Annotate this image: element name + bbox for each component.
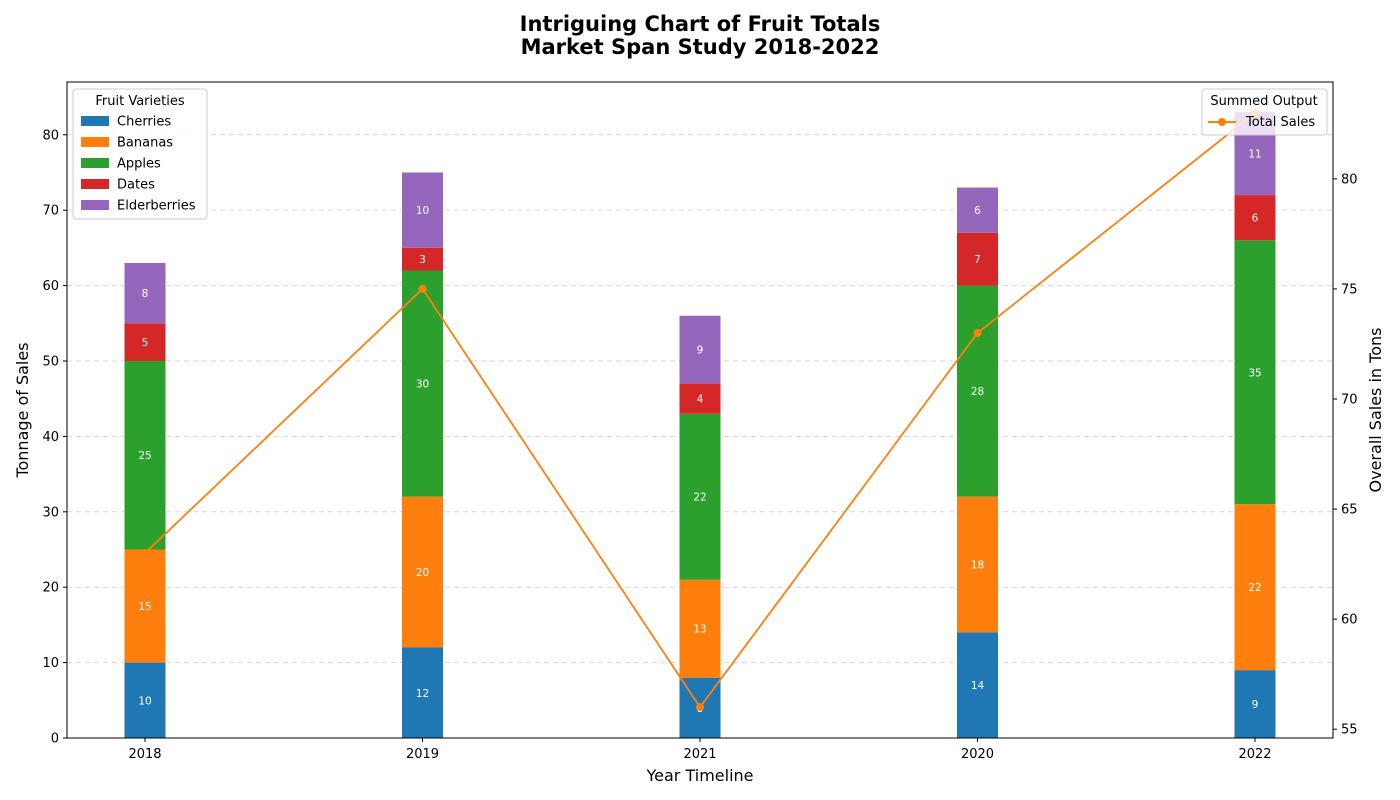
bar-bananas bbox=[402, 496, 443, 648]
data-label-dates: 4 bbox=[697, 394, 704, 406]
x-tick-label: 2020 bbox=[961, 747, 994, 762]
y-tick-label: 70 bbox=[42, 204, 59, 219]
legend-summed-output: Summed Output Total Sales bbox=[1201, 88, 1328, 136]
y2-tick-label: 65 bbox=[1341, 503, 1358, 518]
x-axis-label: Year Timeline bbox=[646, 766, 754, 785]
bar-apples bbox=[957, 285, 998, 497]
data-label-bananas: 18 bbox=[971, 560, 984, 572]
y-tick-label: 80 bbox=[42, 128, 59, 143]
bar-bananas bbox=[1234, 504, 1276, 671]
y2-tick-label: 75 bbox=[1341, 282, 1358, 297]
y-tick-label: 50 bbox=[42, 354, 59, 369]
data-label-elderberries: 9 bbox=[697, 345, 704, 357]
bar-apples bbox=[679, 413, 721, 580]
y-tick-label: 60 bbox=[42, 279, 59, 294]
y2-tick-label: 60 bbox=[1341, 613, 1358, 628]
legend-label-cherries: Cherries bbox=[117, 115, 171, 130]
bar-dates bbox=[957, 232, 998, 286]
y-tick-label: 0 bbox=[51, 732, 59, 747]
data-label-elderberries: 11 bbox=[1248, 149, 1261, 161]
y-tick-label: 20 bbox=[42, 581, 59, 596]
data-label-apples: 22 bbox=[693, 492, 706, 504]
data-label-dates: 5 bbox=[142, 337, 149, 349]
chart-title-line-1: Intriguing Chart of Fruit Totals bbox=[520, 12, 881, 36]
data-label-bananas: 20 bbox=[416, 567, 429, 579]
data-label-apples: 30 bbox=[416, 379, 429, 391]
data-label-cherries: 12 bbox=[416, 688, 429, 700]
total-sales-point bbox=[141, 549, 149, 558]
data-label-apples: 28 bbox=[971, 386, 984, 398]
legend-right-title: Summed Output bbox=[1210, 94, 1317, 109]
chart-title-line-2: Market Span Study 2018-2022 bbox=[521, 35, 880, 59]
bar-cherries bbox=[1234, 670, 1276, 738]
bar-apples bbox=[1234, 240, 1276, 505]
data-label-elderberries: 10 bbox=[416, 205, 429, 217]
legend-swatch-bananas bbox=[81, 137, 109, 147]
data-label-dates: 7 bbox=[974, 254, 981, 266]
bar-elderberries bbox=[957, 187, 998, 233]
bar-cherries bbox=[402, 647, 443, 738]
total-sales-point bbox=[696, 703, 704, 712]
legend-swatch-apples bbox=[81, 158, 109, 168]
legend-swatch-cherries bbox=[81, 116, 109, 126]
legend-swatch-elderberries bbox=[81, 200, 109, 210]
total-sales-point bbox=[418, 284, 427, 293]
y2-tick-label: 70 bbox=[1341, 392, 1358, 407]
data-label-elderberries: 8 bbox=[142, 288, 149, 300]
bar-dates bbox=[124, 323, 166, 361]
bar-dates bbox=[402, 247, 443, 271]
x-tick-label: 2021 bbox=[683, 747, 716, 762]
data-label-cherries: 10 bbox=[138, 695, 151, 707]
bar-apples bbox=[124, 360, 166, 550]
data-label-apples: 25 bbox=[138, 450, 151, 462]
y-tick-label: 10 bbox=[42, 656, 59, 671]
bar-cherries bbox=[957, 632, 998, 738]
legend-fruit-varieties: Fruit Varieties Cherries Bananas Apples Dat… bbox=[72, 88, 208, 220]
y-axis-label: Tonnage of Sales bbox=[13, 342, 32, 478]
x-tick-label: 2018 bbox=[128, 747, 161, 762]
data-label-cherries: 14 bbox=[971, 680, 985, 692]
x-tick-label: 2019 bbox=[406, 747, 439, 762]
data-label-bananas: 22 bbox=[1248, 582, 1261, 594]
legend-label-dates: Dates bbox=[117, 178, 155, 193]
legend-total-sales-label: Total Sales bbox=[1245, 115, 1315, 130]
legend-right-frame bbox=[1201, 88, 1328, 136]
bar-elderberries bbox=[124, 262, 166, 324]
legend-label-apples: Apples bbox=[117, 157, 161, 172]
bar-bananas bbox=[679, 579, 721, 678]
bar-dates bbox=[1234, 195, 1276, 241]
data-label-elderberries: 6 bbox=[974, 205, 981, 217]
legend-label-elderberries: Elderberries bbox=[117, 199, 196, 214]
total-sales-point bbox=[973, 328, 982, 337]
stacked-bars: 1012814915201318222530222835534768109611 bbox=[124, 112, 1276, 738]
legend-total-sales-marker-icon bbox=[1218, 118, 1226, 126]
y-tick-label: 30 bbox=[42, 505, 59, 520]
legend-swatch-dates bbox=[81, 179, 109, 189]
y2-tick-label: 80 bbox=[1341, 172, 1358, 187]
x-tick-label: 2022 bbox=[1238, 747, 1271, 762]
y2-tick-label: 55 bbox=[1341, 723, 1358, 738]
legend-left-title: Fruit Varieties bbox=[95, 94, 184, 109]
legend-label-bananas: Bananas bbox=[117, 136, 173, 151]
data-label-apples: 35 bbox=[1248, 367, 1261, 379]
bar-cherries bbox=[124, 662, 166, 738]
data-label-dates: 3 bbox=[419, 254, 426, 266]
data-label-bananas: 15 bbox=[138, 601, 151, 613]
bar-elderberries bbox=[402, 172, 443, 248]
bar-bananas bbox=[124, 549, 166, 663]
total-sales-line bbox=[141, 108, 1259, 712]
y-tick-label: 40 bbox=[42, 430, 59, 445]
data-label-dates: 6 bbox=[1252, 213, 1259, 225]
bar-elderberries bbox=[679, 315, 721, 384]
bar-bananas bbox=[957, 496, 998, 633]
bar-dates bbox=[679, 383, 721, 414]
data-label-cherries: 9 bbox=[1252, 699, 1259, 711]
y2-axis-label: Overall Sales in Tons bbox=[1366, 328, 1385, 493]
data-label-bananas: 13 bbox=[693, 624, 706, 636]
